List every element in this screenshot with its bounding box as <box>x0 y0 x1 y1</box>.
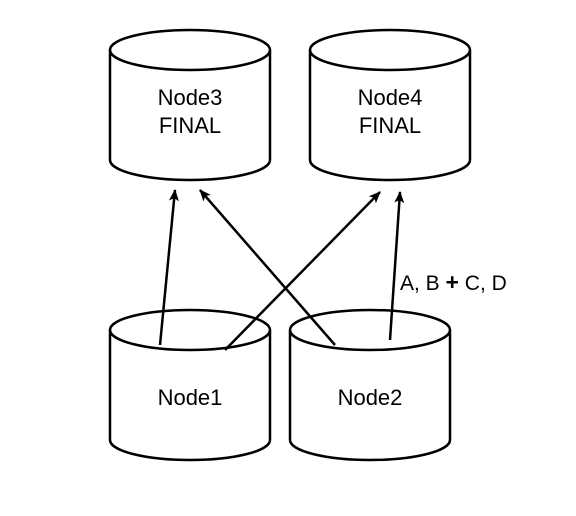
edge-node2-to-node3 <box>200 190 335 345</box>
edges-layer <box>160 190 400 350</box>
cylinder-bottom <box>310 160 470 180</box>
edge-label-part1: A, B <box>400 272 446 295</box>
cylinder-bottom <box>290 440 450 460</box>
edge-node1-to-node4 <box>225 192 380 350</box>
node-label: Node2 <box>338 385 403 410</box>
node-node3: Node3 FINAL <box>110 30 270 180</box>
node-label: Node1 <box>158 385 223 410</box>
node-node1: Node1 <box>110 310 270 460</box>
node-node4: Node4 FINAL <box>310 30 470 180</box>
cylinder-top <box>110 30 270 70</box>
node-label: Node4 <box>358 85 423 110</box>
edge-node1-to-node3 <box>160 190 175 345</box>
diagram-canvas: Node3 FINAL Node4 FINAL Node1 Node2 A, B + C,… <box>0 0 576 516</box>
nodes-layer: Node3 FINAL Node4 FINAL Node1 Node2 <box>110 30 470 460</box>
cylinder-top <box>310 30 470 70</box>
node-label-line2: FINAL <box>359 113 421 138</box>
plus-icon: + <box>446 269 459 295</box>
edge-label-part2: C, D <box>459 272 507 295</box>
cylinder-bottom <box>110 440 270 460</box>
cylinder-bottom <box>110 160 270 180</box>
node-label-line2: FINAL <box>159 113 221 138</box>
node-label: Node3 <box>158 85 223 110</box>
node-node2: Node2 <box>290 310 450 460</box>
edge-node2-to-node4 <box>390 192 400 340</box>
edge-labels-layer: A, B + C, D <box>400 269 507 295</box>
edge-label: A, B + C, D <box>400 269 507 295</box>
cylinder-top <box>290 310 450 350</box>
